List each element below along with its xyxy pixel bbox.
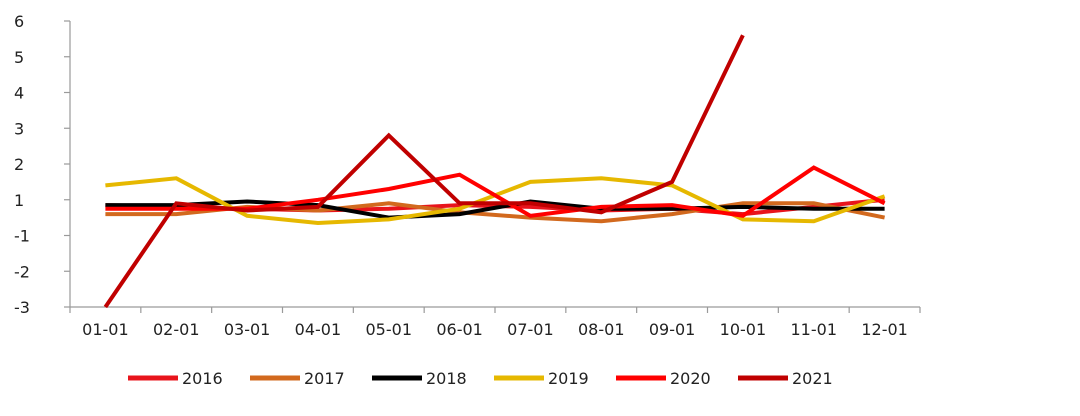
x-tick-label: 07-01	[507, 320, 554, 339]
x-tick-label: 10-01	[720, 320, 767, 339]
legend-item-2018: 2018	[372, 369, 467, 388]
plot-lines	[103, 34, 886, 309]
legend-item-2017: 2017	[250, 369, 345, 388]
legend-label: 2020	[670, 369, 711, 388]
legend-item-2019: 2019	[494, 369, 589, 388]
y-tick-label: -2	[14, 262, 30, 281]
x-tick-label: 06-01	[436, 320, 483, 339]
y-tick-label: 1	[14, 191, 24, 210]
legend-label: 2017	[304, 369, 345, 388]
y-tick-label: 3	[14, 119, 24, 138]
x-tick-label: 05-01	[366, 320, 413, 339]
legend-label: 2021	[792, 369, 833, 388]
x-tick-label: 08-01	[578, 320, 625, 339]
x-tick-label: 11-01	[791, 320, 838, 339]
series-line-2021	[103, 34, 745, 309]
x-tick-label: 02-01	[153, 320, 200, 339]
legend-item-2020: 2020	[616, 369, 711, 388]
x-tick-label: 03-01	[224, 320, 271, 339]
y-tick-label: -3	[14, 298, 30, 317]
legend-label: 2016	[182, 369, 223, 388]
y-tick-label: 4	[14, 84, 24, 103]
y-tick-label: -1	[14, 227, 30, 246]
legend-item-2021: 2021	[738, 369, 833, 388]
x-axis: 01-01 02-01 03-01 04-01 05-01 06-01 07-01 08-01…	[69, 306, 921, 339]
x-tick-label: 01-01	[82, 320, 129, 339]
y-tick-label: 2	[14, 155, 24, 174]
x-tick-label: 12-01	[861, 320, 908, 339]
y-tick-label: 5	[14, 48, 24, 67]
x-tick-label: 04-01	[295, 320, 342, 339]
legend-label: 2018	[426, 369, 467, 388]
legend-item-2016: 2016	[128, 369, 223, 388]
legend: 2016 2017 2018 2019 2020 2021	[128, 369, 833, 388]
x-tick-label: 09-01	[649, 320, 696, 339]
legend-label: 2019	[548, 369, 589, 388]
y-tick-label: 6	[14, 12, 24, 31]
y-axis: 6 5 4 3 2 1 -1 -2 -3	[14, 12, 71, 317]
